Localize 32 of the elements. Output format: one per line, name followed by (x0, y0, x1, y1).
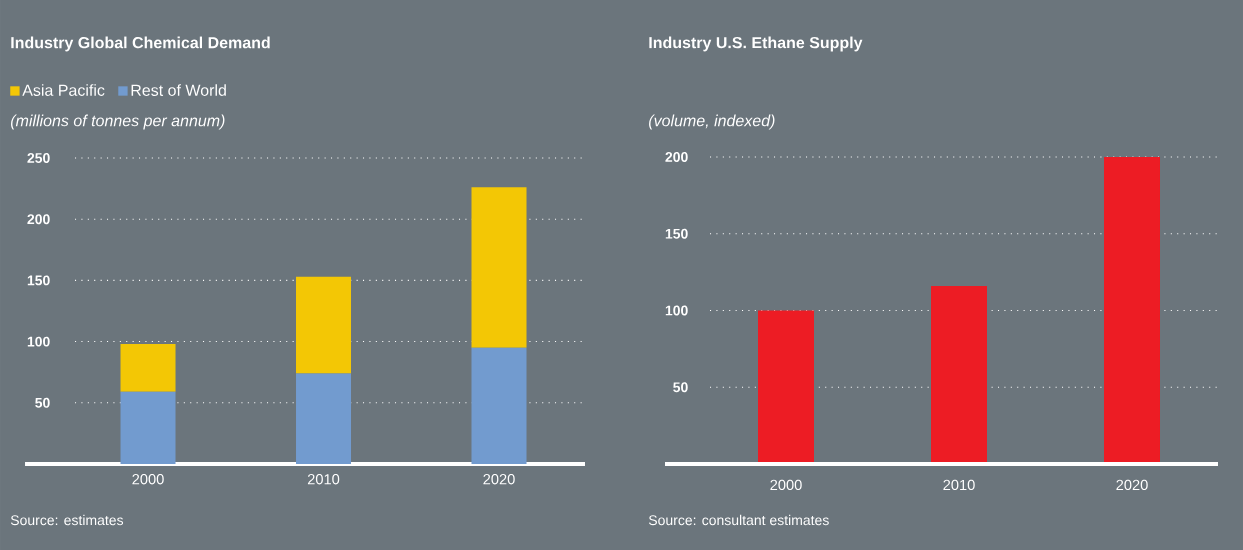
bar (296, 276, 352, 374)
y-tick-label: 200 (27, 214, 50, 225)
y-axis-title: (millions of tonnes per annum) (11, 114, 225, 130)
y-tick-label: 250 (27, 153, 50, 163)
bar (1104, 156, 1160, 464)
bar (758, 310, 814, 464)
x-tick-label: 2020 (483, 474, 515, 485)
bar (120, 391, 176, 464)
x-tick-label: 2010 (307, 474, 340, 485)
x-tick-label: 2000 (770, 479, 802, 491)
x-tick-label: 2000 (132, 474, 164, 485)
x-tick-label: 2020 (1116, 479, 1148, 491)
y-axis-title: (volume, indexed) (649, 114, 775, 130)
y-tick-label: 150 (27, 275, 50, 286)
x-tick-label: 2010 (943, 479, 975, 491)
y-tick-label: 100 (665, 305, 688, 316)
y-tick-label: 50 (35, 397, 50, 408)
y-tick-label: 100 (27, 336, 50, 347)
source-note: Source: consultant estimates (648, 514, 829, 526)
legend-label: Rest of World (131, 84, 226, 96)
bar (471, 347, 527, 464)
bar (296, 373, 352, 464)
bar (120, 344, 176, 392)
chart-title: Industry U.S. Ethane Supply (649, 36, 863, 52)
y-tick-label: 150 (665, 228, 688, 239)
y-tick-label: 200 (665, 152, 688, 162)
y-tick-label: 50 (673, 382, 688, 393)
legend-label: Asia Pacific (22, 84, 105, 96)
chart-title: Industry Global Chemical Demand (11, 36, 270, 52)
source-note: Source: estimates (10, 514, 124, 526)
bar (471, 187, 527, 348)
bar (931, 285, 987, 464)
